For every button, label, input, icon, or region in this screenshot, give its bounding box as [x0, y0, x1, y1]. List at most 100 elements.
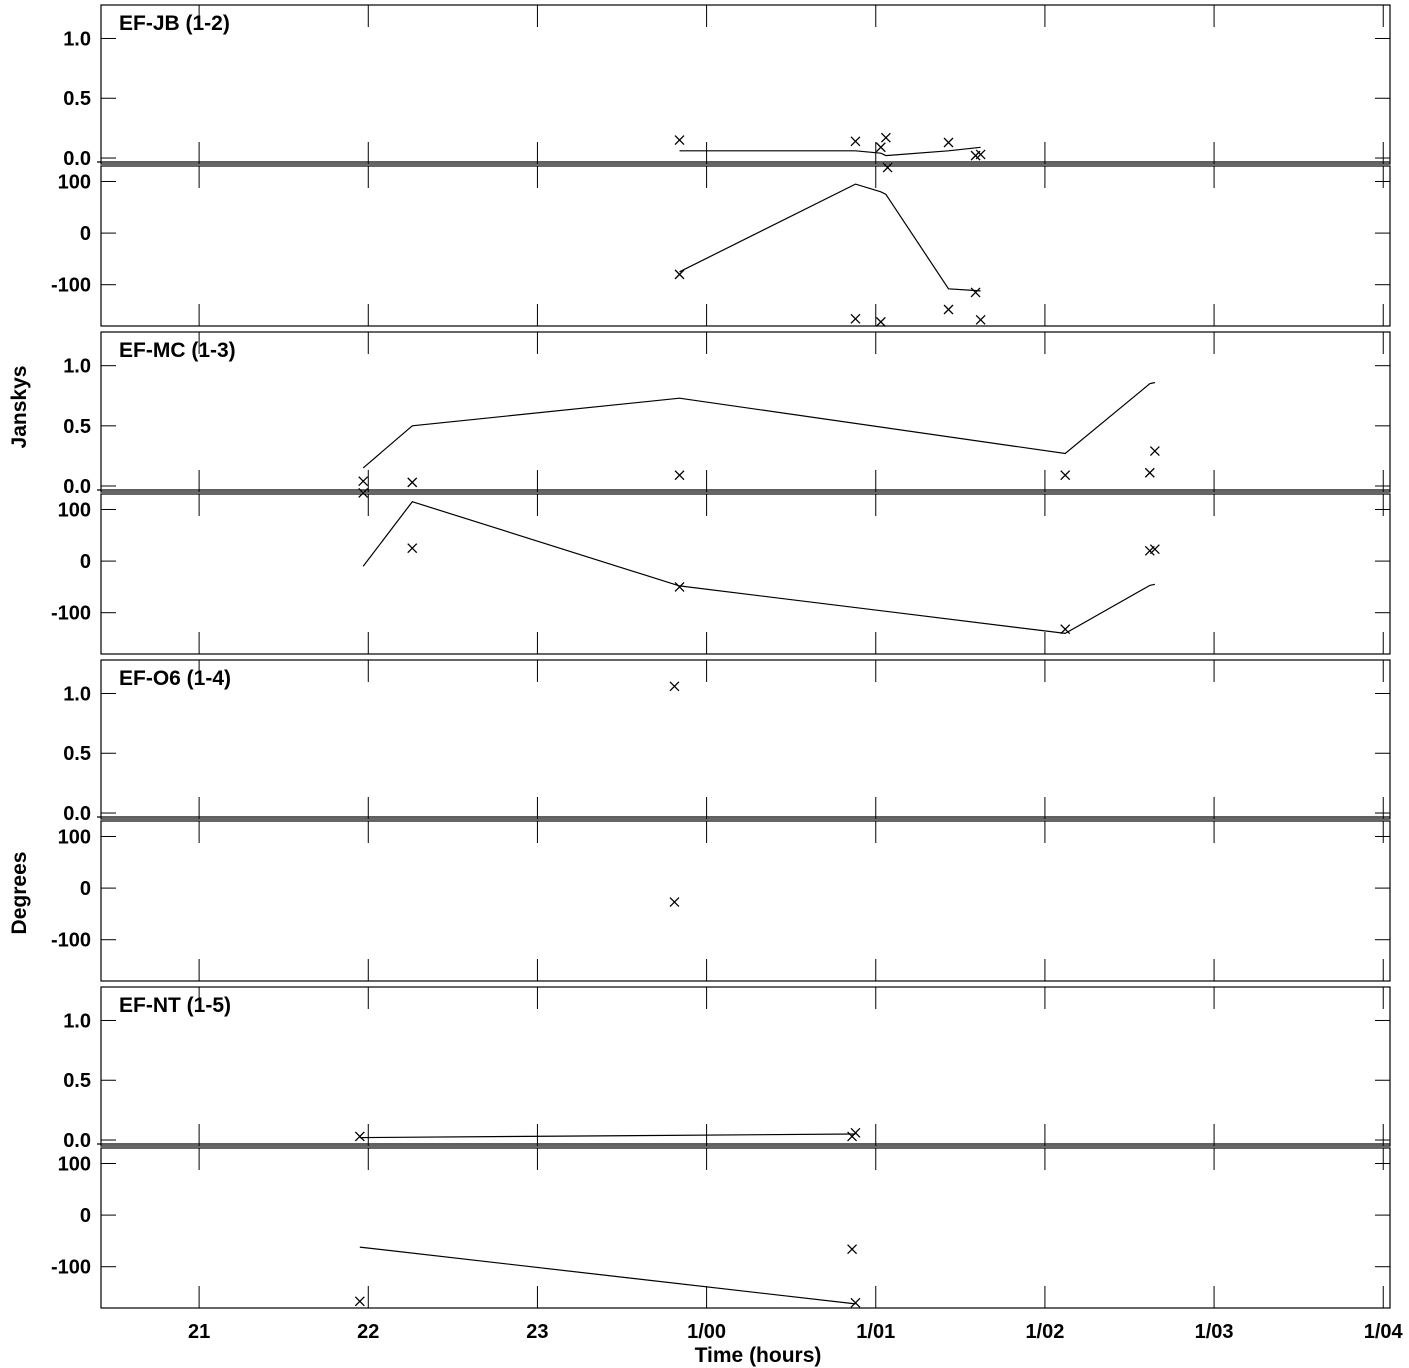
panel-2-phase-marker-stroke — [407, 543, 418, 554]
panel-2-phase-marker-stroke — [1149, 544, 1160, 555]
panel-2-amplitude-data-point — [674, 470, 685, 481]
panel-2-amplitude-model-line — [362, 381, 1156, 469]
panel-3-amplitude-ytick-label: 1.0 — [63, 683, 91, 705]
panel-4-phase-marker-stroke — [354, 1296, 365, 1307]
panel-2-amplitude-marker-stroke — [1060, 470, 1071, 481]
panel-1-phase-marker-stroke — [875, 316, 886, 327]
panel-3-phase-ytick-label: 100 — [58, 826, 91, 848]
panel-4-phase-ytick-label: -100 — [51, 1257, 91, 1279]
panel-4-phase-frame — [100, 1147, 1391, 1309]
panel-2-phase-ytick-label: 0 — [80, 551, 91, 573]
panel-1-amplitude-ytick-label: 0.0 — [63, 148, 91, 170]
panel-3-title: EF-O6 (1-4) — [119, 667, 231, 690]
panel-2-amplitude-data-point — [1144, 467, 1155, 478]
panel-2-phase-data-point — [1149, 544, 1160, 555]
panel-2-phase-marker-stroke — [674, 581, 685, 592]
panel-3-amplitude-ytick-label: 0.5 — [63, 743, 91, 765]
panel-1-phase-ytick-label: -100 — [51, 275, 91, 297]
panel-2-amplitude-ytick-label: 1.0 — [63, 356, 91, 378]
baseline-panel: 0.0 0.5 1.0 -100 0 100 EF-JB (1-2) — [51, 4, 1391, 327]
panel-3-phase-data-point — [669, 897, 680, 907]
panel-2-amplitude-data-point — [407, 477, 418, 488]
panel-1-phase-marker-stroke — [674, 269, 685, 280]
panel-1-amplitude-data-point — [943, 137, 954, 148]
panel-1-phase-ytick-label: 100 — [58, 171, 91, 193]
panel-2-phase-marker-stroke — [358, 488, 369, 498]
panel-1-amplitude-marker-stroke — [674, 135, 685, 146]
panel-4-amplitude-ytick-label: 0.5 — [63, 1070, 91, 1092]
panel-2-phase-data-point — [358, 488, 369, 498]
panel-4-phase-marker-stroke — [850, 1297, 861, 1308]
panel-4-phase-model-line — [359, 1246, 856, 1305]
panel-4-phase-data-point — [354, 1296, 365, 1307]
panel-2-amplitude-marker-stroke — [1149, 446, 1160, 457]
panel-2-amplitude-frame — [100, 331, 1391, 493]
panel-4-amplitude-marker-stroke — [354, 1131, 365, 1142]
x-tick-label: 23 — [526, 1321, 548, 1343]
panel-1-phase-ytick-label: 0 — [80, 223, 91, 245]
panel-1-phase-marker-stroke — [975, 314, 986, 325]
panel-1-phase-data-point — [970, 287, 981, 298]
panel-1-amplitude-model-line — [679, 146, 981, 157]
panel-3-phase-marker-stroke — [669, 897, 680, 907]
panel-2-phase-model-line — [362, 501, 1156, 635]
panel-4-phase-data-point — [850, 1297, 861, 1308]
panel-1-amplitude-marker-stroke — [875, 142, 886, 153]
panel-1-amplitude-ytick-label: 0.5 — [63, 88, 91, 110]
x-tick-label: 22 — [357, 1321, 379, 1343]
panels-group: 0.0 0.5 1.0 -100 0 100 EF-JB (1-2) 0.0 0.5 1.0 -10… — [51, 4, 1404, 1343]
panel-2-phase-ytick-label: -100 — [51, 603, 91, 625]
panel-1-amplitude-data-point — [850, 136, 861, 147]
panel-1-phase-data-point — [674, 269, 685, 280]
panel-4-phase-ytick-label: 0 — [80, 1205, 91, 1227]
panel-1-phase-data-point — [975, 314, 986, 325]
panel-2-phase-data-point — [1060, 624, 1071, 635]
panel-1-amplitude-marker-stroke — [880, 132, 891, 143]
panel-4-phase-data-point — [847, 1244, 858, 1255]
panel-2-phase-marker-stroke — [1060, 624, 1071, 635]
panel-2-amplitude-marker-stroke — [1144, 467, 1155, 478]
panel-2-phase-frame — [100, 493, 1391, 655]
panel-1-amplitude-marker-stroke — [975, 149, 986, 160]
panel-4-phase-ytick-label: 100 — [58, 1153, 91, 1175]
panel-1-phase-frame — [100, 165, 1391, 327]
panel-1-phase-marker-stroke — [850, 313, 861, 324]
y-axis-title-phase: Degrees — [8, 852, 31, 935]
panel-2-amplitude-marker-stroke — [407, 477, 418, 488]
panel-4-amplitude-data-point — [354, 1131, 365, 1142]
x-tick-label: 1/01 — [856, 1321, 895, 1343]
x-tick-label: 21 — [188, 1321, 210, 1343]
x-tick-label: 1/03 — [1195, 1321, 1234, 1343]
panel-1-amplitude-data-point — [975, 149, 986, 160]
panel-3-amplitude-frame — [100, 659, 1391, 820]
panel-3-phase-ytick-label: -100 — [51, 930, 91, 952]
panel-1-amplitude-frame — [100, 4, 1391, 165]
panel-2-title: EF-MC (1-3) — [119, 339, 236, 362]
panel-4-amplitude-marker-stroke — [850, 1127, 861, 1138]
panel-4-amplitude-model-line — [359, 1133, 856, 1139]
panel-1-amplitude-ytick-label: 1.0 — [63, 28, 91, 50]
panel-1-phase-marker-stroke — [970, 287, 981, 298]
panel-2-amplitude-data-point — [358, 476, 369, 487]
panel-2-phase-ytick-label: 100 — [58, 499, 91, 521]
panel-3-amplitude-marker-stroke — [669, 681, 680, 692]
panel-4-amplitude-ytick-label: 1.0 — [63, 1010, 91, 1032]
panel-4-amplitude-ytick-label: 0.0 — [63, 1130, 91, 1152]
panel-1-title: EF-JB (1-2) — [119, 12, 230, 35]
panel-2-amplitude-data-point — [1060, 470, 1071, 481]
panel-2-phase-data-point — [674, 581, 685, 592]
panel-1-amplitude-marker-stroke — [882, 162, 893, 173]
x-tick-label: 1/04 — [1364, 1321, 1404, 1343]
panel-1-amplitude-data-point — [882, 162, 893, 173]
x-tick-label: 1/00 — [687, 1321, 726, 1343]
panel-1-amplitude-data-point — [875, 142, 886, 153]
panel-2-amplitude-marker-stroke — [358, 476, 369, 487]
y-axis-title-amplitude: Janskys — [8, 366, 31, 449]
x-axis-title: Time (hours) — [695, 1344, 822, 1367]
panel-4-amplitude-frame — [100, 986, 1391, 1147]
panel-1-phase-marker-stroke — [943, 304, 954, 315]
panel-3-phase-frame — [100, 820, 1391, 982]
panel-1-phase-model-line — [679, 183, 981, 292]
panel-1-amplitude-data-point — [674, 135, 685, 146]
panel-3-amplitude-ytick-label: 0.0 — [63, 803, 91, 825]
